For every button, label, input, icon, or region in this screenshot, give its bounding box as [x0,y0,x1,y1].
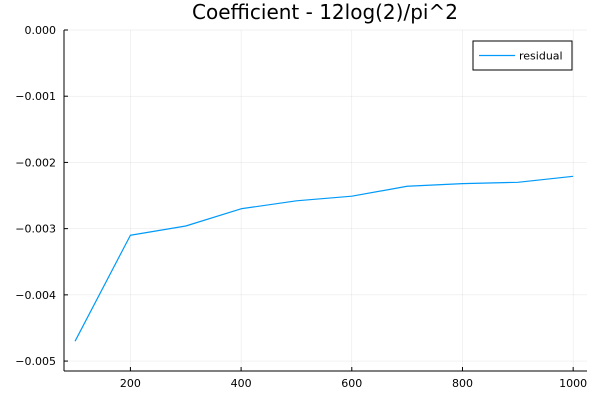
x-tick-label: 600 [341,377,362,390]
series-line-residual [74,175,574,342]
y-tick-label: −0.003 [15,223,56,236]
x-tick-label: 1000 [559,377,587,390]
legend-label: residual [519,50,563,63]
axes [63,30,587,372]
y-tick-label: −0.002 [15,156,56,169]
y-tick-label: −0.005 [15,355,56,368]
y-axis-ticks: 0.000 −0.001 −0.002 −0.003 −0.004 −0.005 [15,24,68,368]
legend: residual [472,40,573,71]
y-tick-label: −0.001 [15,90,56,103]
y-tick-label: 0.000 [25,24,57,37]
chart-title: Coefficient - 12log(2)/pi^2 [192,0,458,24]
x-axis-ticks: 200 400 600 800 1000 [120,367,587,390]
x-tick-label: 400 [231,377,252,390]
series-layer [74,175,574,342]
grid [64,29,587,371]
x-tick-label: 800 [452,377,473,390]
y-tick-label: −0.004 [15,289,56,302]
x-tick-label: 200 [120,377,141,390]
